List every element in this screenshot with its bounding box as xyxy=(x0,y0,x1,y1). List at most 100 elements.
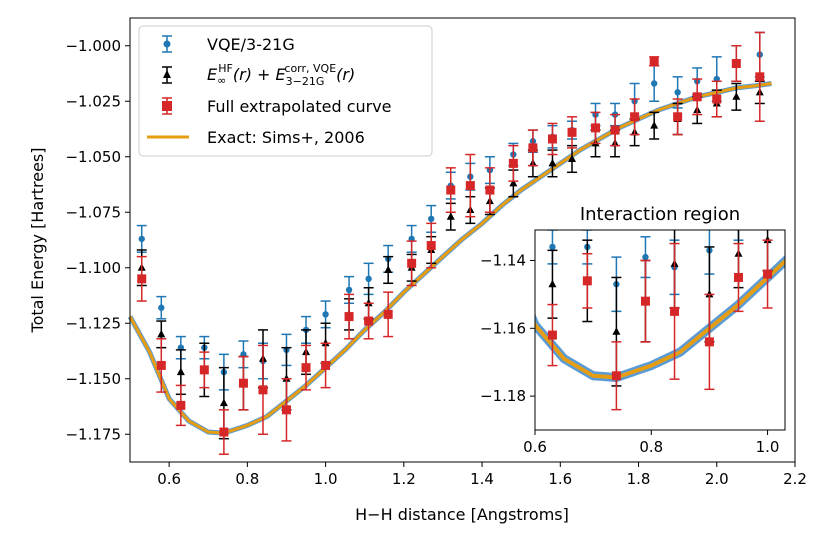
main-full-point-9 xyxy=(320,342,331,389)
inset-x-axis: 0.6 0.8 1.0 xyxy=(523,430,779,456)
inset-xtick-label-1: 0.8 xyxy=(639,438,663,456)
main-vqe-point-0-marker xyxy=(138,235,145,243)
main-hf-point-12 xyxy=(383,255,394,285)
main-hf-point-1-marker xyxy=(157,329,166,338)
legend-hf-sup1: HF xyxy=(218,62,233,75)
inset-full-point-6-marker xyxy=(670,306,680,316)
inset-full-point-9-marker xyxy=(763,269,773,279)
main-full-point-2-marker xyxy=(176,400,186,410)
main-full-point-5-marker xyxy=(238,378,248,388)
main-full-point-1 xyxy=(156,338,167,393)
main-ytick-label-0: −1.000 xyxy=(65,37,121,55)
main-full-point-22 xyxy=(590,111,601,145)
main-full-point-23-marker xyxy=(610,125,620,135)
main-full-point-10 xyxy=(344,293,355,340)
main-vqe-point-1-marker xyxy=(158,304,165,311)
main-full-point-16 xyxy=(465,153,476,218)
main-full-point-27-marker xyxy=(692,92,702,102)
main-full-point-1-marker xyxy=(156,360,166,370)
legend-hf-label: E∞HF(r) + E3−21Gcorr, VQE(r) xyxy=(207,62,355,88)
main-ytick-label-6: −1.150 xyxy=(65,370,121,388)
main-hf-point-21-marker xyxy=(568,154,577,162)
main-xtick-label-5: 1.6 xyxy=(548,470,572,488)
inset-full-point-8-marker xyxy=(733,272,743,282)
main-full-point-15-marker xyxy=(446,185,456,195)
main-ytick-label-2: −1.050 xyxy=(65,148,121,166)
legend-entry-hf: E∞HF(r) + E3−21Gcorr, VQE(r) xyxy=(162,62,355,88)
inset-full-point-7 xyxy=(704,293,715,391)
legend-exact-label: Exact: Sims+, 2006 xyxy=(207,128,365,147)
main-full-point-11-marker xyxy=(364,316,374,326)
legend-hf-sub2: 3−21G xyxy=(286,75,325,88)
legend-full-label: Full extrapolated curve xyxy=(207,97,392,116)
main-full-point-21-marker xyxy=(567,127,577,137)
main-y-axis: −1.000 −1.025 −1.050 −1.075 −1.100 −1.125 −1.1… xyxy=(65,37,130,443)
main-full-point-23 xyxy=(610,113,621,147)
inset-full-point-3-marker xyxy=(582,276,592,286)
main-hf-point-2-marker xyxy=(176,367,185,376)
main-full-point-30 xyxy=(754,31,765,122)
legend: VQE/3-21G E∞HF(r) + E3−21Gcorr, VQE(r) F… xyxy=(138,25,433,157)
y-axis-title: Total Energy [Hartrees] xyxy=(28,148,47,334)
main-full-point-7 xyxy=(281,378,292,442)
main-xtick-label-0: 0.6 xyxy=(157,470,181,488)
main-full-point-0-marker xyxy=(137,274,147,284)
main-vqe-point-9-marker xyxy=(322,311,329,318)
main-hf-point-29-marker xyxy=(732,92,741,100)
main-vqe-point-26 xyxy=(672,76,683,109)
main-xtick-label-1: 0.8 xyxy=(235,470,259,488)
legend-hf-e1: E xyxy=(207,65,218,84)
main-full-point-13-marker xyxy=(407,258,417,268)
inset-xtick-label-0: 0.6 xyxy=(523,438,547,456)
legend-hf-sub1: ∞ xyxy=(217,74,226,87)
inset-full-point-3 xyxy=(582,252,593,309)
inset-xtick-label-2: 1.0 xyxy=(756,438,780,456)
main-plot: 0.6 0.8 1.0 1.2 1.4 1.6 1.8 2.0 2.2 −1.000 −1.025… xyxy=(28,17,807,524)
main-full-point-28-marker xyxy=(712,94,722,104)
inset-full-point-8 xyxy=(733,242,744,313)
main-ytick-label-3: −1.075 xyxy=(65,203,121,221)
legend-hf-end: (r) xyxy=(336,65,355,84)
inset-full-point-6 xyxy=(669,242,680,380)
main-full-point-8-marker xyxy=(301,363,311,373)
inset-hf-point-4-marker xyxy=(612,327,621,335)
main-full-point-4-marker xyxy=(219,427,229,437)
legend-vqe-marker xyxy=(163,40,171,48)
main-full-point-12 xyxy=(383,291,394,338)
main-x-axis: 0.6 0.8 1.0 1.2 1.4 1.6 1.8 2.0 2.2 xyxy=(157,462,807,488)
inset-ytick-label-2: −1.18 xyxy=(480,387,526,405)
inset-exact-line xyxy=(535,258,785,380)
legend-entry-full: Full extrapolated curve xyxy=(162,97,392,116)
main-full-point-16-marker xyxy=(465,181,475,191)
main-full-point-4 xyxy=(218,409,229,455)
main-full-point-19-marker xyxy=(528,143,538,153)
main-vqe-point-0 xyxy=(136,224,147,253)
main-xtick-label-7: 2.0 xyxy=(705,470,729,488)
inset-hf-point-2-marker xyxy=(548,279,557,288)
main-full-point-8 xyxy=(301,344,312,391)
main-exact-line xyxy=(128,82,772,435)
main-hf-point-4-marker xyxy=(219,398,228,407)
main-full-point-0 xyxy=(136,255,147,302)
main-full-point-9-marker xyxy=(321,360,331,370)
main-full-point-29-marker xyxy=(731,59,741,69)
main-full-point-3-marker xyxy=(199,365,209,375)
inset-plot: 0.6 0.8 1.0 −1.14 −1.16 −1.18 Interaction re… xyxy=(480,204,786,456)
main-xtick-label-8: 2.2 xyxy=(783,470,807,488)
main-vqe-point-10-marker xyxy=(345,286,353,294)
inset-full-point-7-marker xyxy=(704,337,714,347)
main-xtick-label-6: 1.8 xyxy=(627,470,651,488)
legend-hf-sup2: corr, VQE xyxy=(284,62,336,75)
inset-full-point-2 xyxy=(547,303,558,367)
legend-entry-exact: Exact: Sims+, 2006 xyxy=(147,128,365,147)
main-full-point-20 xyxy=(547,122,558,156)
main-plot-frame xyxy=(129,17,796,463)
main-full-point-22-marker xyxy=(591,123,600,133)
main-ytick-label-1: −1.025 xyxy=(65,92,121,110)
main-full-point-21 xyxy=(567,116,578,149)
main-hf-point-25 xyxy=(649,111,660,140)
inset-frame xyxy=(534,229,786,431)
main-full-point-25 xyxy=(649,56,660,67)
main-vqe-point-26-marker xyxy=(674,89,681,96)
